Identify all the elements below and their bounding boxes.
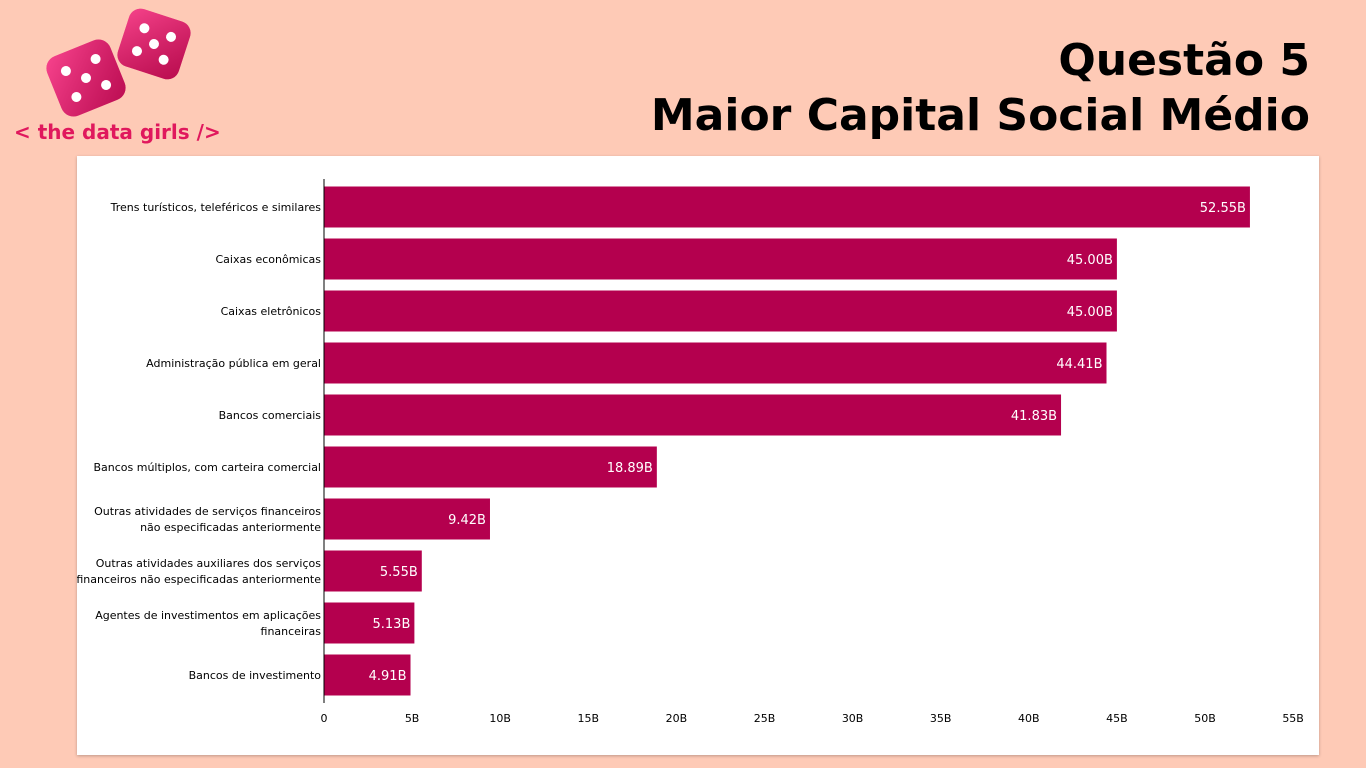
bar-value-label: 4.91B bbox=[369, 669, 407, 684]
dice-icon bbox=[46, 8, 191, 117]
title-line-2: Maior Capital Social Médio bbox=[650, 90, 1310, 141]
category-label: Administração pública em geral bbox=[146, 357, 321, 370]
bar-value-label: 5.55B bbox=[380, 565, 418, 580]
bar-value-label: 5.13B bbox=[373, 617, 411, 632]
category-label: Caixas eletrônicos bbox=[221, 305, 322, 318]
bar-value-label: 41.83B bbox=[1011, 409, 1057, 424]
chart-panel: 52.55B Trens turísticos, teleféricos e si… bbox=[77, 156, 1319, 755]
x-tick-label: 15B bbox=[578, 712, 600, 725]
x-tick-label: 45B bbox=[1106, 712, 1128, 725]
x-tick-label: 40B bbox=[1018, 712, 1040, 725]
x-tick-label: 0 bbox=[321, 712, 328, 725]
bar bbox=[324, 446, 657, 488]
category-label: Bancos comerciais bbox=[219, 409, 322, 422]
category-label: Outras atividades auxiliares dos serviço… bbox=[77, 557, 321, 586]
bar bbox=[324, 394, 1062, 436]
x-tick-label: 35B bbox=[930, 712, 952, 725]
bar-chart: 52.55B Trens turísticos, teleféricos e si… bbox=[77, 179, 1304, 725]
bar bbox=[324, 498, 490, 540]
x-tick-label: 30B bbox=[842, 712, 864, 725]
bar bbox=[324, 238, 1117, 280]
category-label: Caixas econômicas bbox=[216, 253, 322, 266]
bar bbox=[324, 654, 411, 696]
bar bbox=[324, 342, 1107, 384]
category-label: Bancos de investimento bbox=[189, 669, 322, 682]
bar bbox=[324, 290, 1117, 332]
bar bbox=[324, 186, 1250, 228]
category-label: Outras atividades de serviços financeiro… bbox=[94, 505, 321, 534]
category-label: Bancos múltiplos, com carteira comercial bbox=[93, 461, 321, 474]
bar-value-label: 18.89B bbox=[607, 461, 653, 476]
title-line-1: Questão 5 bbox=[1058, 35, 1310, 86]
bar bbox=[324, 550, 422, 592]
bar-value-label: 44.41B bbox=[1056, 357, 1102, 372]
bar-value-label: 45.00B bbox=[1067, 253, 1113, 268]
page-title: Questão 5 Maior Capital Social Médio bbox=[651, 34, 1310, 144]
logo-text: < the data girls /> bbox=[14, 120, 221, 144]
category-label: Trens turísticos, teleféricos e similare… bbox=[110, 201, 322, 214]
category-label: Agentes de investimentos em aplicações fi… bbox=[95, 609, 321, 638]
x-tick-label: 25B bbox=[754, 712, 776, 725]
bar-value-label: 9.42B bbox=[448, 513, 486, 528]
bar bbox=[324, 602, 415, 644]
x-tick-label: 50B bbox=[1194, 712, 1216, 725]
bar-value-label: 45.00B bbox=[1067, 305, 1113, 320]
x-tick-label: 20B bbox=[666, 712, 688, 725]
x-tick-label: 55B bbox=[1282, 712, 1304, 725]
x-tick-label: 5B bbox=[405, 712, 420, 725]
logo: < the data girls /> bbox=[14, 6, 234, 150]
x-tick-label: 10B bbox=[489, 712, 511, 725]
bar-value-label: 52.55B bbox=[1200, 201, 1246, 216]
